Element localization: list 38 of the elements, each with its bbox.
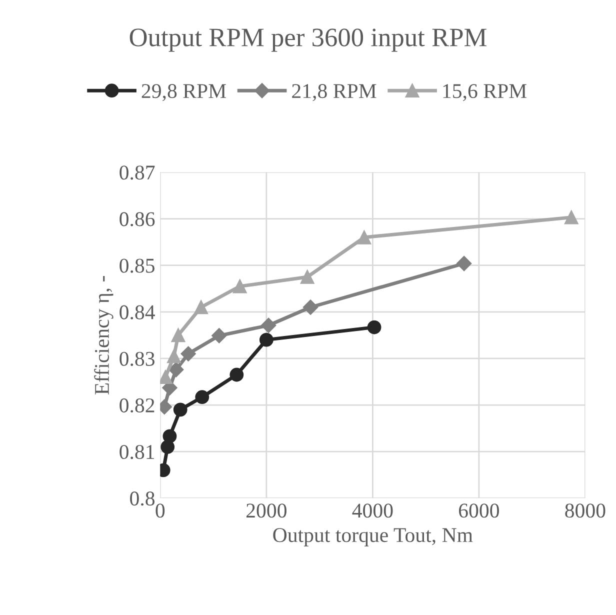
point [232, 279, 247, 294]
point [367, 320, 382, 334]
point [171, 328, 186, 342]
point [194, 300, 208, 314]
x-tick-label: 6000 [459, 504, 499, 518]
point [357, 230, 372, 244]
point [302, 300, 318, 315]
y-axis-title: Efficiency η, - [94, 276, 114, 394]
legend-label: 29,8 RPM [142, 84, 226, 102]
y-tick-label: 0.87 [120, 166, 155, 180]
point [167, 349, 181, 364]
chart-title: Output RPM per 3600 input RPM [130, 28, 486, 52]
y-tick-label: 0.84 [120, 305, 155, 320]
point [564, 210, 578, 224]
y-tick-label: 0.81 [120, 444, 154, 460]
point [456, 256, 472, 272]
legend-label: 21,8 RPM [292, 84, 376, 102]
x-tick-label: 8000 [565, 504, 606, 518]
point [260, 318, 276, 333]
y-tick-label: 0.86 [120, 212, 155, 226]
point [212, 328, 227, 344]
y-tick-label: 0.8 [130, 492, 155, 506]
point [195, 390, 210, 404]
point [173, 402, 188, 417]
y-tick-label: 0.85 [120, 258, 154, 273]
point [230, 368, 244, 382]
point [168, 362, 184, 378]
x-tick-label: 2000 [246, 504, 286, 518]
point [259, 332, 274, 347]
x-axis-title: Output torque Tout, Nm [273, 528, 473, 546]
x-tick-label: 4000 [352, 504, 393, 518]
point [180, 346, 196, 362]
y-tick-label: 0.83 [120, 352, 154, 366]
point [162, 429, 177, 444]
y-tick-label: 0.82 [120, 398, 154, 413]
x-tick-label: 0 [156, 504, 165, 518]
legend-label: 15,6 RPM [443, 84, 527, 102]
point [300, 270, 314, 284]
